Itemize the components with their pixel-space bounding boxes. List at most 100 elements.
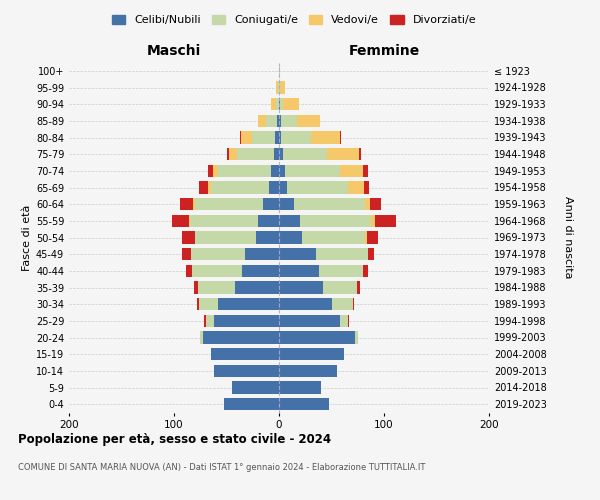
Bar: [279, 148, 283, 160]
Bar: [283, 148, 328, 160]
Bar: [279, 64, 280, 77]
Bar: [214, 364, 279, 377]
Bar: [271, 164, 279, 177]
Text: Popolazione per età, sesso e stato civile - 2024: Popolazione per età, sesso e stato civil…: [18, 432, 331, 446]
Bar: [242, 264, 279, 277]
Bar: [364, 181, 369, 194]
Text: COMUNE DI SANTA MARIA NUOVA (AN) - Dati ISTAT 1° gennaio 2024 - Elaborazione TUT: COMUNE DI SANTA MARIA NUOVA (AN) - Dati …: [18, 462, 425, 471]
Bar: [279, 381, 321, 394]
Bar: [356, 281, 360, 293]
Bar: [190, 214, 258, 227]
Bar: [279, 348, 344, 360]
Bar: [241, 131, 252, 144]
Bar: [302, 231, 365, 244]
Bar: [198, 281, 235, 293]
Bar: [280, 98, 283, 110]
Bar: [256, 231, 279, 244]
Bar: [276, 81, 278, 94]
Y-axis label: Anni di nascita: Anni di nascita: [563, 196, 574, 278]
Bar: [277, 114, 279, 127]
Bar: [279, 364, 337, 377]
Bar: [276, 98, 279, 110]
Bar: [279, 231, 302, 244]
Bar: [279, 98, 280, 110]
Bar: [281, 131, 311, 144]
Bar: [245, 248, 279, 260]
Bar: [279, 248, 316, 260]
Bar: [227, 148, 229, 160]
Bar: [279, 164, 286, 177]
Bar: [218, 164, 271, 177]
Bar: [181, 198, 193, 210]
Bar: [319, 264, 363, 277]
Bar: [235, 281, 279, 293]
Bar: [294, 198, 365, 210]
Bar: [194, 281, 198, 293]
Bar: [280, 81, 286, 94]
Bar: [278, 81, 279, 94]
Bar: [274, 148, 279, 160]
Y-axis label: Fasce di età: Fasce di età: [22, 204, 32, 270]
Legend: Celibi/Nubili, Coniugati/e, Vedovi/e, Divorziati/e: Celibi/Nubili, Coniugati/e, Vedovi/e, Di…: [107, 10, 481, 30]
Bar: [192, 264, 242, 277]
Bar: [370, 198, 381, 210]
Bar: [271, 98, 276, 110]
Bar: [286, 164, 340, 177]
Bar: [279, 114, 281, 127]
Bar: [297, 114, 320, 127]
Bar: [214, 314, 279, 327]
Bar: [197, 298, 199, 310]
Bar: [208, 181, 211, 194]
Bar: [208, 164, 213, 177]
Bar: [279, 264, 319, 277]
Bar: [229, 148, 237, 160]
Bar: [367, 231, 378, 244]
Bar: [279, 198, 294, 210]
Bar: [374, 214, 395, 227]
Bar: [205, 314, 214, 327]
Bar: [363, 164, 368, 177]
Bar: [199, 181, 208, 194]
Bar: [275, 131, 279, 144]
Bar: [316, 248, 368, 260]
Bar: [266, 114, 277, 127]
Bar: [193, 198, 195, 210]
Bar: [348, 314, 349, 327]
Bar: [279, 331, 355, 344]
Bar: [218, 298, 279, 310]
Bar: [311, 131, 340, 144]
Bar: [340, 131, 341, 144]
Bar: [211, 181, 269, 194]
Bar: [279, 81, 280, 94]
Bar: [252, 131, 275, 144]
Bar: [199, 298, 218, 310]
Bar: [365, 231, 367, 244]
Bar: [269, 181, 279, 194]
Bar: [328, 148, 359, 160]
Bar: [323, 281, 357, 293]
Bar: [287, 181, 348, 194]
Bar: [283, 98, 299, 110]
Bar: [213, 164, 218, 177]
Bar: [365, 198, 370, 210]
Text: Femmine: Femmine: [349, 44, 419, 58]
Bar: [195, 198, 263, 210]
Bar: [224, 398, 279, 410]
Bar: [182, 248, 191, 260]
Bar: [263, 198, 279, 210]
Bar: [203, 331, 279, 344]
Bar: [240, 131, 241, 144]
Bar: [279, 181, 287, 194]
Bar: [182, 231, 195, 244]
Bar: [237, 148, 274, 160]
Bar: [258, 214, 279, 227]
Bar: [355, 331, 358, 344]
Bar: [188, 214, 190, 227]
Bar: [368, 248, 373, 260]
Bar: [279, 281, 323, 293]
Bar: [279, 131, 281, 144]
Bar: [363, 264, 368, 277]
Bar: [232, 381, 279, 394]
Bar: [195, 231, 256, 244]
Bar: [348, 181, 364, 194]
